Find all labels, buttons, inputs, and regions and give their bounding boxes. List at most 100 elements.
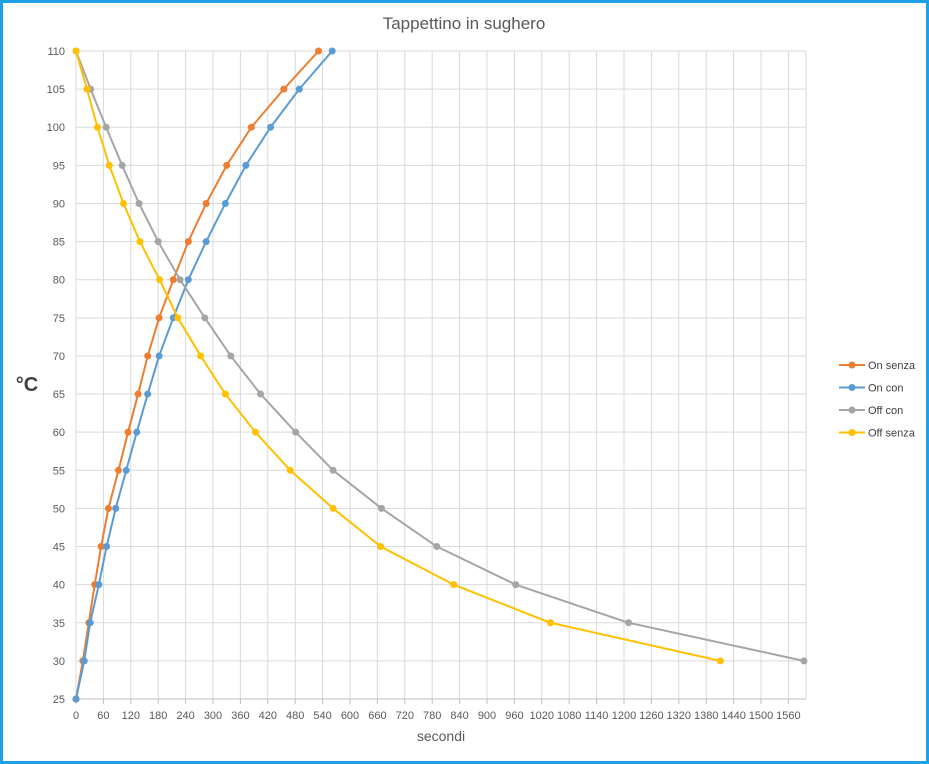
data-point: [80, 657, 88, 665]
y-tick-label: 100: [47, 122, 65, 134]
data-point: [169, 276, 177, 284]
data-point: [118, 161, 126, 169]
data-point: [112, 504, 120, 512]
data-point: [104, 504, 112, 512]
data-point: [450, 581, 458, 589]
x-tick-label: 60: [97, 710, 109, 722]
data-point: [202, 199, 210, 207]
data-point: [256, 390, 264, 398]
data-point: [184, 276, 192, 284]
x-tick-label: 1200: [612, 710, 636, 722]
data-point: [800, 657, 808, 665]
y-tick-label: 70: [53, 351, 65, 363]
x-tick-label: 660: [368, 710, 386, 722]
data-point: [201, 314, 209, 322]
data-point: [546, 619, 554, 627]
x-tick-label: 480: [286, 710, 304, 722]
legend-swatch-marker: [848, 406, 856, 414]
data-point: [328, 47, 336, 55]
gridlines: [75, 50, 807, 704]
y-tick-label: 110: [47, 46, 65, 58]
x-axis-label: secondi: [417, 728, 465, 744]
data-point: [144, 390, 152, 398]
data-point: [292, 428, 300, 436]
y-tick-label: 55: [53, 465, 65, 477]
series-line: [75, 50, 333, 700]
y-tick-label: 45: [53, 542, 65, 554]
y-tick-label: 60: [53, 427, 65, 439]
x-tick-label: 120: [122, 710, 140, 722]
x-tick-label: 1260: [639, 710, 663, 722]
x-tick-label: 540: [313, 710, 331, 722]
x-tick-label: 300: [204, 710, 222, 722]
x-tick-label: 1020: [530, 710, 554, 722]
data-point: [134, 390, 142, 398]
y-tick-label: 35: [53, 618, 65, 630]
data-point: [221, 390, 229, 398]
data-point: [716, 657, 724, 665]
data-point: [227, 352, 235, 360]
data-point: [144, 352, 152, 360]
x-tick-label: 1500: [749, 710, 773, 722]
tick-labels: 25 30 35 40 45 50 55 60 65 70 75 80 85 90 95 100 105 110 0…: [47, 46, 801, 722]
data-point: [174, 314, 182, 322]
x-tick-label: 1080: [557, 710, 581, 722]
legend-swatch-marker: [848, 429, 856, 436]
data-point: [135, 199, 143, 207]
y-tick-label: 85: [53, 237, 65, 249]
x-tick-label: 900: [478, 710, 496, 722]
x-tick-label: 960: [505, 710, 523, 722]
x-tick-label: 240: [176, 710, 194, 722]
series-line: [75, 50, 320, 700]
y-tick-label: 105: [47, 84, 65, 96]
x-tick-label: 180: [149, 710, 167, 722]
x-tick-label: 0: [73, 710, 79, 722]
data-point: [251, 428, 259, 436]
y-tick-label: 65: [53, 389, 65, 401]
data-point: [433, 543, 441, 551]
data-point: [242, 161, 250, 169]
x-tick-label: 720: [396, 710, 414, 722]
data-point: [155, 352, 163, 360]
data-point: [377, 543, 385, 551]
x-tick-label: 1560: [776, 710, 800, 722]
data-point: [95, 581, 103, 589]
data-point: [124, 428, 132, 436]
legend-entry: Off con: [868, 405, 903, 417]
x-tick-label: 600: [341, 710, 359, 722]
data-point: [136, 238, 144, 246]
data-point: [105, 161, 113, 169]
y-tick-label: 25: [53, 694, 65, 706]
y-tick-label: 30: [53, 656, 65, 668]
data-point: [286, 466, 294, 474]
y-tick-label: 75: [53, 313, 65, 325]
data-point: [329, 466, 337, 474]
legend-entry: On senza: [868, 360, 916, 372]
data-point: [93, 123, 101, 131]
data-point: [72, 47, 80, 55]
legend-swatch-marker: [848, 384, 856, 391]
x-tick-label: 840: [450, 710, 468, 722]
y-tick-label: 90: [53, 198, 65, 210]
data-point: [72, 695, 80, 703]
y-tick-label: 95: [53, 160, 65, 172]
x-tick-label: 360: [231, 710, 249, 722]
x-tick-label: 420: [259, 710, 277, 722]
y-tick-label: 80: [53, 275, 65, 287]
x-tick-label: 1440: [721, 710, 745, 722]
legend-entry: Off senza: [868, 428, 916, 440]
data-point: [280, 85, 288, 93]
data-point: [103, 543, 111, 551]
data-point: [184, 238, 192, 246]
data-point: [122, 466, 130, 474]
data-point: [119, 199, 127, 207]
data-point: [97, 543, 105, 551]
data-point: [156, 276, 164, 284]
x-tick-label: 780: [423, 710, 441, 722]
data-point: [378, 504, 386, 512]
y-axis-label: °C: [16, 374, 38, 396]
data-point: [133, 428, 141, 436]
data-point: [102, 123, 110, 131]
y-tick-label: 50: [53, 503, 65, 515]
